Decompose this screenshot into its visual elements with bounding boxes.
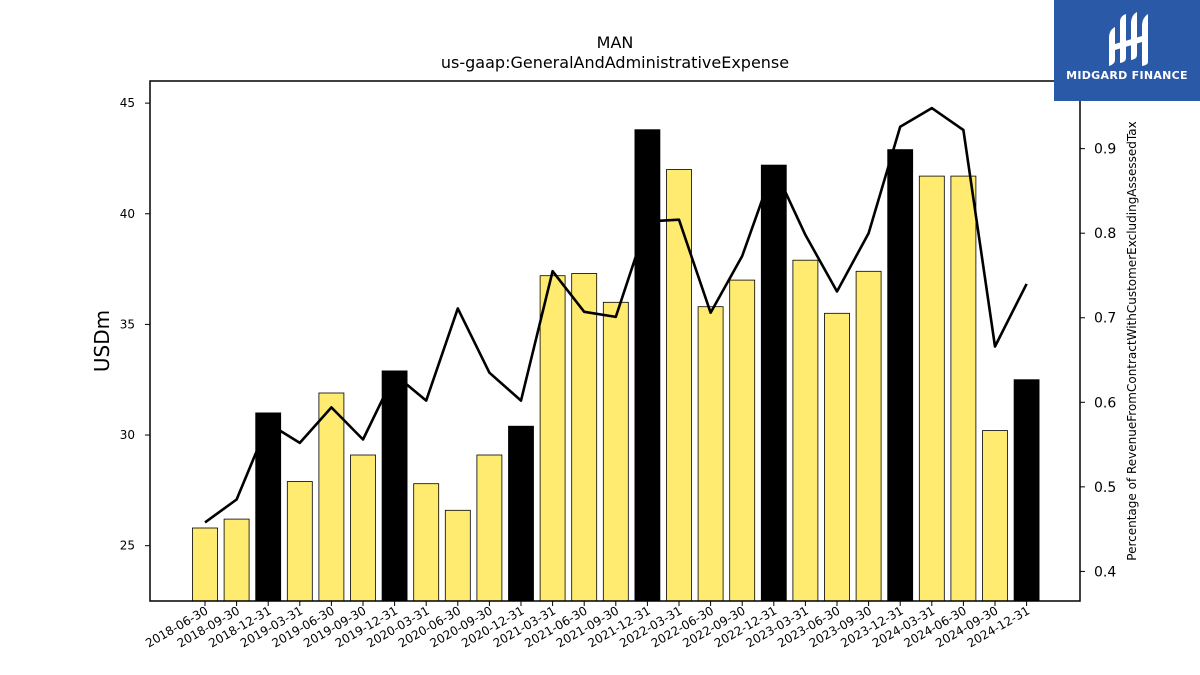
bar-2021-12-31	[634, 129, 661, 602]
left-tick-label: 30	[120, 428, 135, 442]
bar-2019-06-30	[318, 392, 345, 602]
bar-2020-12-31	[508, 425, 534, 602]
left-y-axis: 25 30 35 40 45	[120, 96, 150, 553]
midgard-finance-logo: MIDGARD FINANCE	[1054, 0, 1200, 101]
right-y-axis: 0.4 0.5 0.6 0.7 0.8 0.9	[1080, 142, 1116, 580]
bar-2021-09-30	[602, 301, 629, 602]
right-tick-label: 0.6	[1094, 395, 1116, 411]
bar-2020-06-30	[444, 509, 471, 602]
bar-2019-12-31	[381, 370, 408, 602]
bar-2024-12-31	[1013, 379, 1040, 602]
right-tick-label: 0.5	[1094, 480, 1116, 496]
bar-2024-09-30	[982, 430, 1008, 602]
ratio-line-series	[204, 106, 1028, 524]
bar-series	[192, 129, 1040, 602]
bar-2020-09-30	[476, 454, 503, 602]
left-tick-label: 25	[120, 539, 135, 553]
left-tick-label: 40	[120, 207, 135, 221]
right-tick-label: 0.4	[1094, 564, 1116, 580]
bar-2020-03-31	[413, 483, 440, 602]
bar-2019-09-30	[350, 454, 376, 602]
bar-2024-06-30	[950, 175, 977, 602]
bar-2023-12-31	[887, 149, 914, 602]
bar-2018-09-30	[223, 518, 250, 602]
left-tick-label: 35	[120, 317, 135, 331]
right-tick-label: 0.7	[1094, 311, 1116, 327]
right-tick-label: 0.8	[1094, 226, 1116, 242]
bar-2018-06-30	[192, 527, 218, 602]
left-y-axis-label: USDm	[90, 310, 114, 372]
right-y-axis-label: Percentage of RevenueFromContractWithCus…	[1125, 121, 1139, 560]
left-tick-label: 45	[120, 96, 135, 110]
bar-2023-06-30	[824, 312, 850, 602]
bar-2022-06-30	[697, 306, 724, 602]
chart-subtitle: us-gaap:GeneralAndAdministrativeExpense	[441, 53, 789, 72]
bar-2021-03-31	[539, 275, 566, 602]
x-axis: 2018-06-302018-09-302018-12-312019-03-31…	[143, 601, 1032, 650]
bar-2021-06-30	[571, 273, 598, 602]
logo-text: MIDGARD FINANCE	[1066, 69, 1188, 82]
chart-title: MAN	[597, 33, 634, 52]
midgard-logo-icon	[1109, 12, 1148, 66]
plot-frame	[149, 80, 1081, 602]
bar-2023-03-31	[792, 259, 819, 602]
ratio-line	[204, 106, 1028, 524]
bar-2023-09-30	[855, 270, 882, 602]
bar-2019-03-31	[286, 481, 313, 602]
bar-2022-12-31	[760, 164, 787, 602]
bar-2022-03-31	[666, 169, 692, 602]
bar-2024-03-31	[918, 175, 945, 602]
right-tick-label: 0.9	[1094, 142, 1116, 158]
bar-2022-09-30	[729, 279, 756, 602]
